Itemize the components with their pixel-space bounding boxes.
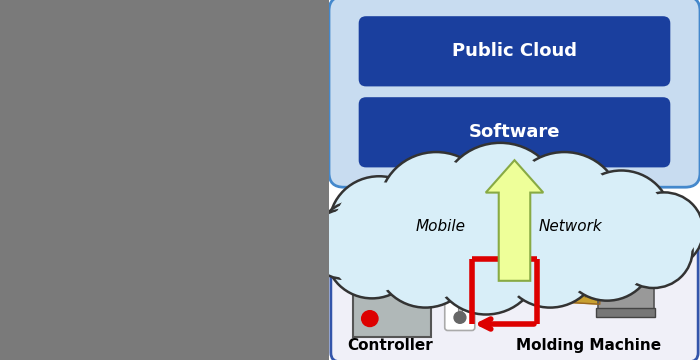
Polygon shape [580, 267, 609, 282]
Circle shape [439, 217, 533, 308]
Circle shape [625, 192, 700, 269]
Text: Software: Software [469, 123, 560, 141]
Circle shape [326, 208, 419, 298]
Text: Public Cloud: Public Cloud [452, 42, 577, 60]
Text: Mobile: Mobile [415, 219, 466, 234]
Circle shape [329, 176, 429, 273]
FancyBboxPatch shape [358, 16, 671, 86]
Circle shape [382, 217, 469, 302]
Circle shape [376, 211, 475, 307]
Circle shape [500, 211, 600, 307]
Circle shape [386, 159, 486, 256]
FancyBboxPatch shape [444, 262, 475, 330]
FancyBboxPatch shape [331, 239, 698, 360]
Circle shape [571, 171, 671, 267]
Circle shape [440, 143, 561, 260]
Circle shape [312, 214, 375, 275]
Bar [596, 308, 655, 317]
FancyBboxPatch shape [353, 261, 431, 293]
Circle shape [331, 214, 413, 293]
Circle shape [578, 176, 665, 261]
FancyBboxPatch shape [358, 97, 671, 167]
FancyBboxPatch shape [353, 261, 431, 337]
Circle shape [362, 311, 378, 327]
Text: Molding Machine: Molding Machine [516, 338, 662, 353]
Polygon shape [463, 290, 472, 297]
Text: Network: Network [538, 219, 602, 234]
FancyBboxPatch shape [598, 261, 654, 315]
Circle shape [379, 152, 493, 263]
Circle shape [619, 216, 688, 283]
Circle shape [514, 159, 615, 256]
FancyArrow shape [486, 160, 543, 281]
Polygon shape [578, 265, 611, 283]
FancyBboxPatch shape [329, 0, 700, 187]
Circle shape [318, 202, 390, 271]
Bar [458, 281, 462, 317]
Circle shape [323, 206, 386, 266]
Circle shape [566, 216, 648, 295]
FancyBboxPatch shape [362, 266, 415, 285]
Circle shape [454, 312, 466, 323]
Circle shape [335, 182, 423, 267]
Circle shape [506, 217, 594, 302]
Polygon shape [472, 283, 600, 304]
Circle shape [433, 211, 540, 315]
Circle shape [561, 211, 653, 301]
Circle shape [447, 150, 554, 253]
Circle shape [508, 152, 622, 263]
Circle shape [308, 210, 379, 279]
Circle shape [614, 212, 692, 288]
Circle shape [629, 197, 699, 264]
Text: Controller: Controller [347, 338, 433, 353]
